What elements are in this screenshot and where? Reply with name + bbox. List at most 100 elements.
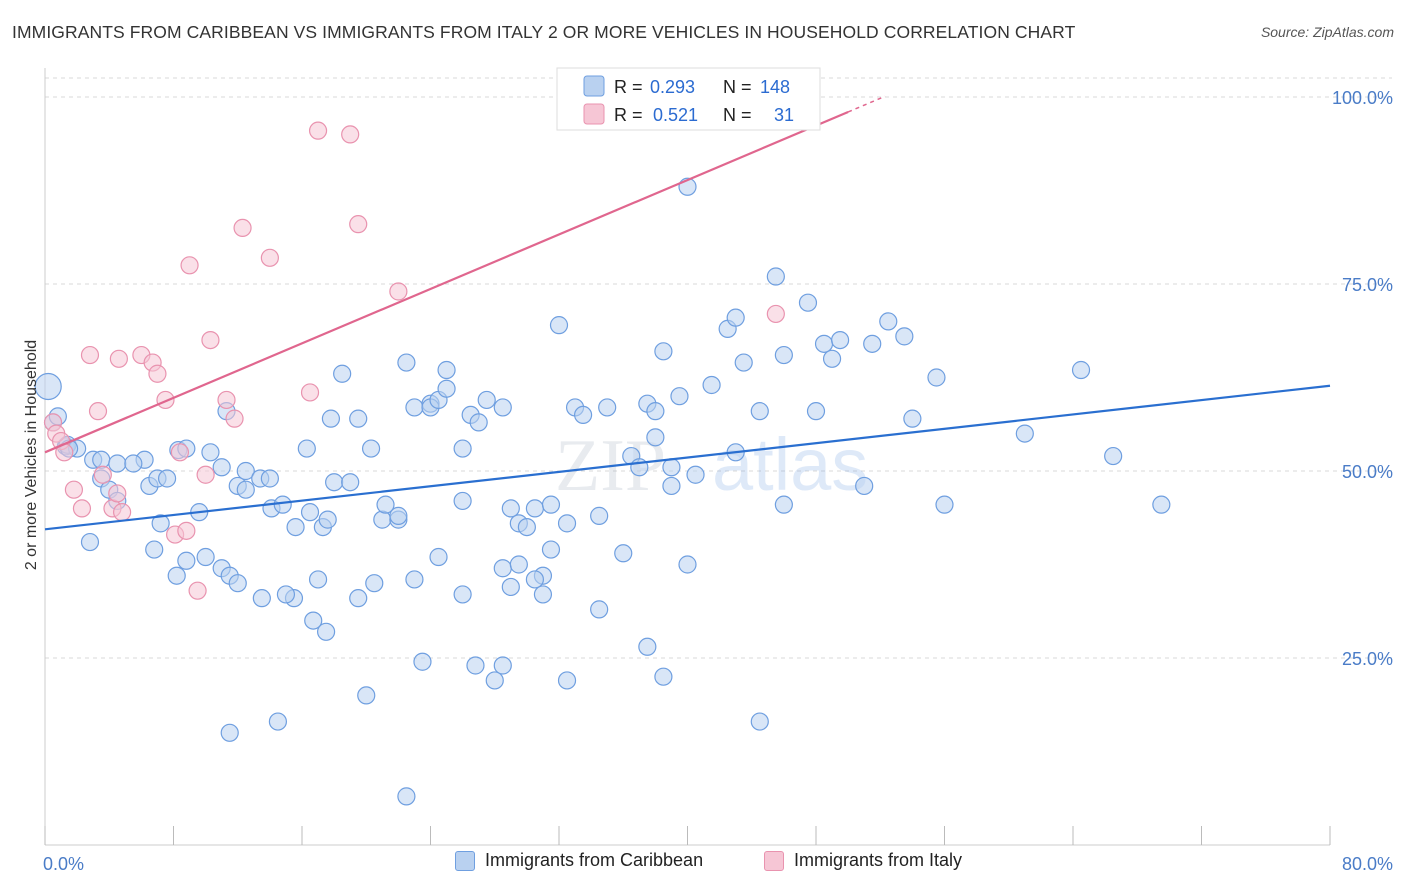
point-caribbean	[373, 510, 392, 529]
point-caribbean	[493, 656, 512, 675]
point-caribbean	[533, 585, 553, 604]
point-caribbean	[774, 345, 793, 365]
point-italy	[196, 465, 215, 484]
legend-n-value-italy: 31	[774, 105, 794, 125]
point-caribbean	[124, 454, 143, 473]
bottom-legend-italy: Immigrants from Italy	[764, 850, 962, 871]
point-caribbean	[397, 787, 416, 806]
point-caribbean	[509, 555, 528, 574]
point-caribbean	[702, 375, 721, 395]
y-tick-label: 75.0%	[1342, 275, 1393, 295]
trend-line-caribbean	[44, 384, 1331, 531]
bottom-legend-swatch-caribbean	[455, 850, 475, 871]
point-caribbean	[935, 495, 954, 514]
point-caribbean	[365, 574, 384, 593]
point-caribbean	[196, 547, 215, 567]
point-caribbean	[734, 353, 753, 372]
axes	[44, 68, 1331, 846]
point-italy	[148, 364, 167, 383]
point-caribbean	[413, 652, 432, 671]
point-caribbean	[1015, 424, 1034, 443]
point-caribbean	[92, 450, 111, 469]
point-caribbean	[177, 551, 196, 570]
point-caribbean	[236, 480, 255, 499]
point-caribbean	[273, 495, 292, 514]
point-caribbean	[236, 461, 255, 481]
point-caribbean	[349, 589, 368, 608]
point-caribbean	[895, 327, 914, 346]
bottom-legend-swatch-italy	[764, 850, 784, 871]
chart-title: IMMIGRANTS FROM CARIBBEAN VS IMMIGRANTS …	[12, 22, 1076, 42]
point-caribbean	[157, 469, 177, 488]
legend-r-label-caribbean: R =	[614, 77, 643, 97]
point-caribbean	[260, 469, 279, 488]
point-caribbean	[525, 570, 545, 589]
point-italy	[349, 215, 368, 234]
tick-labels: 25.0% 50.0% 75.0% 100.0% 0.0% 80.0%	[43, 88, 1393, 874]
point-italy	[217, 390, 236, 410]
point-caribbean	[453, 585, 472, 604]
point-caribbean	[541, 540, 561, 559]
point-caribbean	[220, 723, 239, 742]
point-caribbean	[557, 671, 577, 690]
point-caribbean	[308, 570, 328, 589]
point-italy	[156, 390, 175, 410]
point-caribbean	[151, 514, 170, 533]
point-caribbean	[357, 686, 376, 705]
point-caribbean	[798, 293, 818, 312]
point-caribbean	[903, 409, 922, 428]
point-italy	[766, 304, 785, 324]
point-caribbean	[80, 532, 100, 552]
point-caribbean	[557, 514, 577, 533]
y-tick-label: 25.0%	[1342, 649, 1393, 669]
legend-r-label-italy: R =	[614, 105, 643, 125]
point-caribbean	[814, 334, 834, 353]
point-caribbean	[927, 368, 946, 387]
trend-line-italy-extension	[847, 95, 886, 113]
point-caribbean	[822, 349, 842, 368]
watermark: ZIP atlas	[555, 423, 868, 507]
point-caribbean	[670, 387, 689, 406]
point-caribbean	[517, 517, 536, 537]
legend-r-value-caribbean: 0.293	[650, 77, 695, 97]
point-caribbean	[501, 499, 520, 518]
point-caribbean	[429, 547, 448, 567]
point-italy	[177, 521, 196, 540]
point-caribbean	[268, 712, 288, 731]
point-caribbean	[453, 491, 472, 511]
point-caribbean	[318, 510, 337, 529]
point-italy	[201, 331, 220, 350]
point-caribbean	[879, 312, 898, 331]
point-caribbean	[614, 544, 633, 563]
point-caribbean	[638, 637, 657, 656]
point-caribbean	[501, 577, 520, 597]
point-italy	[72, 499, 92, 518]
point-caribbean	[493, 559, 512, 578]
y-tick-label: 50.0%	[1342, 462, 1393, 482]
point-caribbean	[321, 409, 341, 428]
bottom-legend-label-italy: Immigrants from Italy	[794, 850, 963, 870]
point-caribbean	[662, 476, 681, 496]
trend-lines	[44, 95, 1331, 531]
point-caribbean	[276, 585, 296, 604]
bottom-legend-caribbean: Immigrants from Caribbean	[455, 850, 703, 871]
point-caribbean	[1104, 446, 1123, 466]
point-caribbean	[304, 611, 323, 630]
legend-box: R = 0.293 N = 148 R = 0.521 N = 31	[556, 67, 821, 131]
legend-n-label-italy: N =	[723, 105, 752, 125]
point-italy	[341, 125, 360, 144]
point-caribbean	[325, 473, 344, 492]
point-caribbean	[525, 499, 545, 518]
point-caribbean	[830, 331, 850, 350]
point-caribbean	[750, 402, 769, 421]
point-caribbean	[300, 503, 320, 522]
grid-lines	[45, 77, 1392, 659]
point-italy	[225, 409, 244, 428]
point-caribbean	[686, 465, 705, 484]
point-caribbean	[654, 342, 673, 361]
legend-n-value-caribbean: 148	[760, 77, 790, 97]
point-caribbean	[376, 495, 395, 514]
point-caribbean	[863, 334, 882, 353]
point-caribbean	[493, 398, 512, 417]
point-caribbean	[469, 413, 488, 432]
